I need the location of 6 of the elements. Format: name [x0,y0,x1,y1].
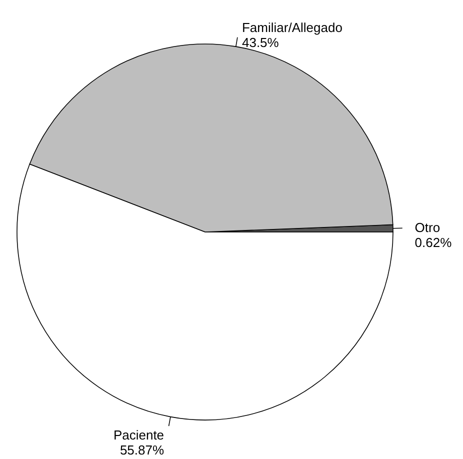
slice-label: Otro [414,220,440,235]
data-label: 43.5% [242,35,280,50]
slice-label: Paciente [113,427,164,442]
slice-label: Familiar/Allegado [242,20,342,36]
data-label: 0.62% [414,234,452,250]
data-label: 55.87% [120,442,164,458]
